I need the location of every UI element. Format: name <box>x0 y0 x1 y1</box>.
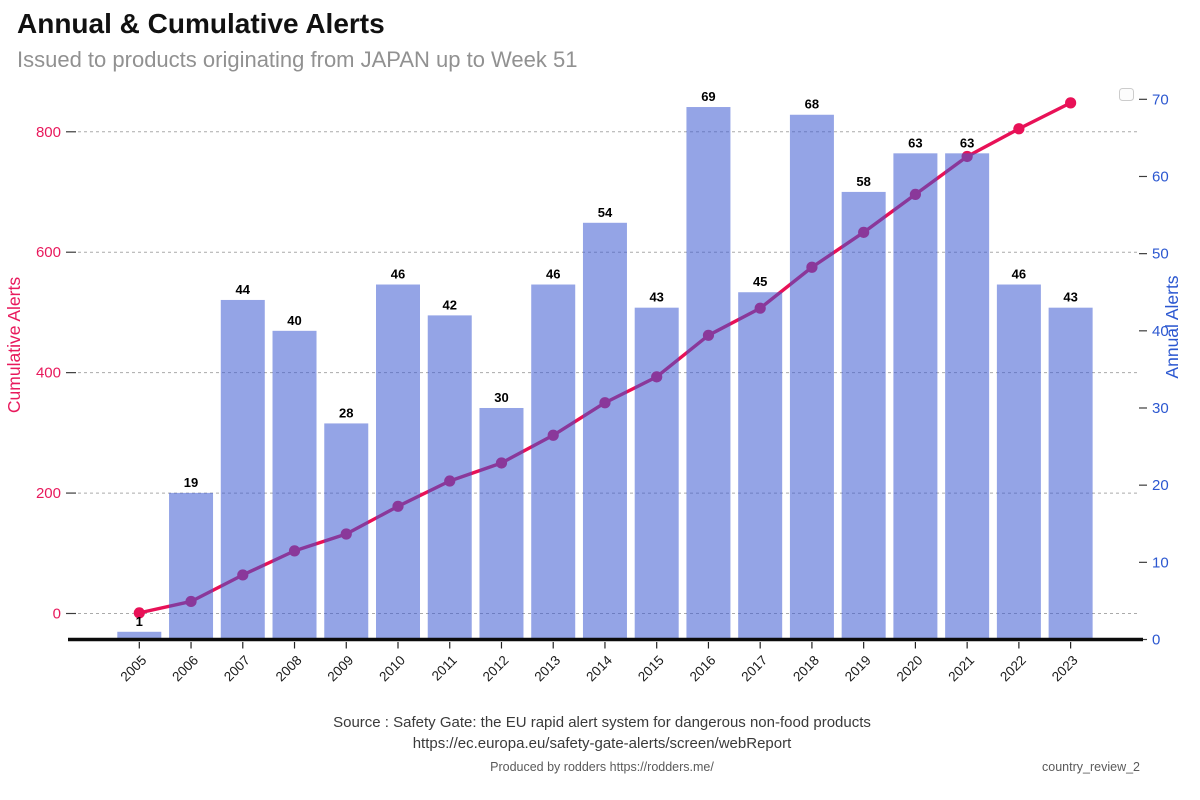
annual-bar <box>272 330 317 640</box>
produced-by-note: Produced by rodders https://rodders.me/ <box>490 760 714 774</box>
x-axis-year-label: 2022 <box>997 653 1029 685</box>
x-axis-year-label: 2011 <box>429 653 460 684</box>
x-axis-year-label: 2014 <box>583 652 615 684</box>
chart-subtitle: Issued to products originating from JAPA… <box>17 47 578 72</box>
bar-value-label: 43 <box>1063 290 1077 305</box>
right-axis-tick-label: 60 <box>1152 168 1169 185</box>
annual-bar <box>789 114 834 640</box>
right-axis-title: Annual Alerts <box>1162 275 1182 378</box>
bar-value-label: 63 <box>908 135 922 150</box>
annual-bar <box>427 315 472 640</box>
bar-value-label: 63 <box>960 135 974 150</box>
bar-value-label: 30 <box>494 390 508 405</box>
bar-value-label: 19 <box>184 475 198 490</box>
bar-value-label: 54 <box>598 205 613 220</box>
source-line1: Source : Safety Gate: the EU rapid alert… <box>333 714 871 731</box>
left-axis-tick-label: 800 <box>36 124 61 141</box>
annual-bar <box>996 284 1041 640</box>
bar-value-label: 69 <box>701 89 715 104</box>
right-axis-tick-label: 50 <box>1152 246 1169 263</box>
x-axis-year-label: 2013 <box>531 653 563 685</box>
right-axis-tick-label: 40 <box>1152 323 1169 340</box>
bar-value-label: 42 <box>443 297 457 312</box>
bar-value-label: 46 <box>391 267 405 282</box>
x-axis-year-label: 2015 <box>635 653 667 685</box>
annual-bar <box>634 307 679 640</box>
annual-bar <box>945 153 990 640</box>
x-axis-year-label: 2008 <box>273 653 305 685</box>
annual-bar <box>686 107 731 640</box>
x-axis-year-label: 2007 <box>221 653 253 685</box>
x-axis-year-label: 2006 <box>169 653 201 685</box>
x-axis-year-label: 2016 <box>687 653 719 685</box>
annual-bar <box>1048 307 1093 640</box>
annual-bar <box>479 407 524 640</box>
bar-value-label: 1 <box>136 614 143 629</box>
cumulative-point <box>1013 123 1025 135</box>
document-reference: country_review_2 <box>1042 760 1140 774</box>
bar-value-label: 68 <box>805 97 819 112</box>
source-line2: https://ec.europa.eu/safety-gate-alerts/… <box>412 735 792 752</box>
right-axis-tick-label: 10 <box>1152 554 1169 571</box>
left-axis-tick-label: 600 <box>36 244 61 261</box>
chart-title: Annual & Cumulative Alerts <box>17 8 385 39</box>
annual-bar <box>169 492 214 640</box>
annual-bar <box>893 153 938 640</box>
annual-bar <box>117 631 162 640</box>
legend-empty-box <box>1119 88 1134 101</box>
right-axis-tick-label: 0 <box>1152 632 1160 649</box>
x-axis-year-label: 2010 <box>376 653 408 685</box>
left-axis-tick-label: 0 <box>53 606 61 623</box>
right-axis-tick-label: 20 <box>1152 477 1169 494</box>
source-note: Source : Safety Gate: the EU rapid alert… <box>0 712 1200 754</box>
annual-bar <box>324 423 369 640</box>
bar-value-label: 43 <box>649 290 663 305</box>
bar-value-label: 44 <box>236 282 251 297</box>
bar-value-label: 45 <box>753 274 767 289</box>
right-axis-tick-label: 30 <box>1152 400 1169 417</box>
bar-value-label: 40 <box>287 313 301 328</box>
x-axis-year-label: 2012 <box>480 653 512 685</box>
x-axis-year-label: 2009 <box>325 653 357 685</box>
annual-bar <box>220 299 265 640</box>
bar-value-label: 46 <box>546 267 560 282</box>
x-axis-year-label: 2021 <box>945 653 977 685</box>
annual-bar <box>531 284 576 640</box>
annual-bar <box>376 284 420 640</box>
bar-value-label: 58 <box>856 174 870 189</box>
x-axis-year-label: 2020 <box>894 653 926 685</box>
annual-bar <box>738 292 783 640</box>
x-axis-year-label: 2005 <box>118 653 150 685</box>
cumulative-point <box>1065 97 1077 109</box>
bar-value-label: 46 <box>1012 267 1026 282</box>
x-axis-year-label: 2019 <box>842 653 874 685</box>
bar-value-label: 28 <box>339 405 353 420</box>
x-axis-year-label: 2023 <box>1049 653 1081 685</box>
x-axis-year-label: 2018 <box>790 653 822 685</box>
left-axis-tick-label: 200 <box>36 485 61 502</box>
x-axis-year-label: 2017 <box>738 653 770 685</box>
right-axis-tick-label: 70 <box>1152 91 1169 108</box>
left-axis-tick-label: 400 <box>36 365 61 382</box>
cumulative-point <box>133 607 145 619</box>
annual-bar <box>841 191 886 640</box>
annual-bar <box>582 222 627 640</box>
left-axis-title: Cumulative Alerts <box>4 277 24 413</box>
